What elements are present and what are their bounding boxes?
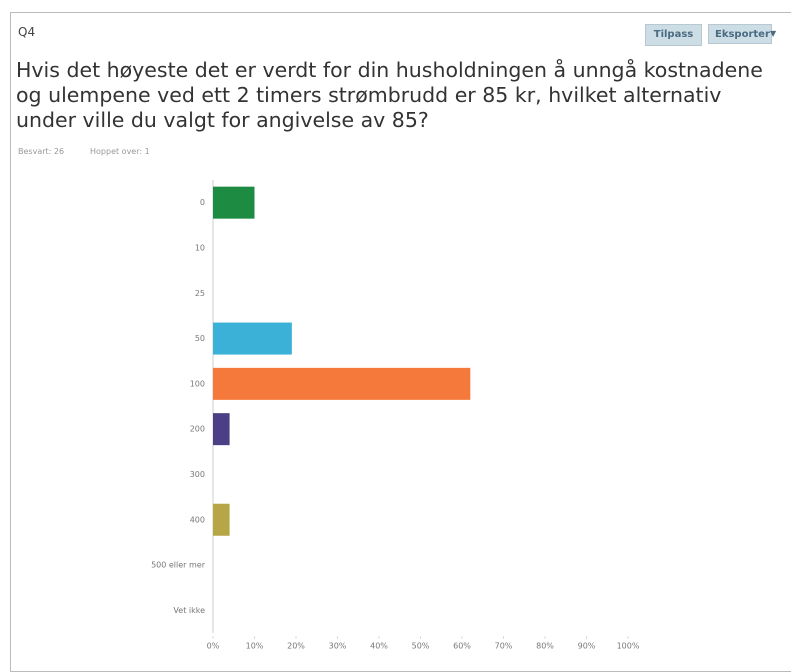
question-id: Q4: [18, 25, 36, 39]
y-tick-label: 400: [190, 515, 205, 524]
y-tick-label: 200: [190, 425, 205, 434]
y-tick-label: 300: [190, 470, 205, 479]
skipped-count: Hoppet over: 1: [90, 147, 150, 156]
y-tick-label: 50: [195, 334, 205, 343]
bar: [213, 186, 255, 219]
chart: 0% 10% 20% 30% 40% 50% 60% 70% 80% 90% 100% 0 10 25 50…: [151, 180, 640, 651]
y-tick-label: 100: [190, 379, 205, 388]
x-tick-label: 100%: [617, 642, 640, 651]
x-tick-label: 70%: [495, 642, 513, 651]
bar: [213, 413, 230, 446]
x-tick-label: 60%: [453, 642, 471, 651]
answered-count: Besvart: 26: [18, 147, 65, 156]
dropdown-arrow: ▼: [770, 29, 777, 38]
bar: [213, 322, 292, 355]
y-tick-label: 0: [200, 198, 205, 207]
bar: [213, 503, 230, 536]
y-tick-label: 10: [195, 243, 205, 252]
page: Q4 Tilpass Eksporter ▼ Hvis det høyeste …: [10, 12, 791, 672]
x-tick-label: 90%: [578, 642, 596, 651]
x-tick-label: 20%: [287, 642, 305, 651]
y-tick-label: 25: [195, 289, 205, 298]
y-tick-label: Vet ikke: [173, 606, 205, 615]
export-button[interactable]: Eksporter: [708, 24, 772, 44]
x-tick-label: 30%: [329, 642, 347, 651]
question-text: Hvis det høyeste det er verdt for din hu…: [16, 58, 763, 132]
y-tick-label: 500 eller mer: [151, 561, 206, 570]
x-tick-label: 40%: [370, 642, 388, 651]
x-tick-label: 50%: [412, 642, 430, 651]
x-tick-label: 10%: [246, 642, 264, 651]
x-tick-label: 80%: [536, 642, 554, 651]
customize-button[interactable]: Tilpass: [645, 24, 702, 46]
bar: [213, 367, 471, 400]
x-tick-label: 0%: [207, 642, 220, 651]
